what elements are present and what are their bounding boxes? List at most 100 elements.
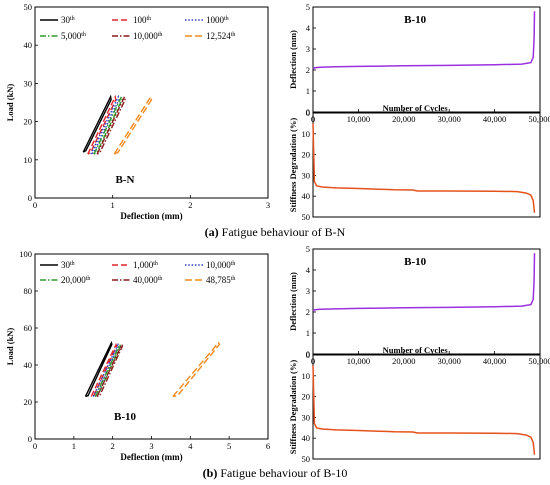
b-stiff-frame: [312, 354, 541, 460]
a-load-ylabel: Load (kN): [5, 84, 15, 122]
b-load-ytick-label: 80: [24, 286, 33, 296]
a-load-xlabel: Deflection (mm): [120, 211, 182, 221]
a-load-ytick-label: 50: [24, 2, 33, 12]
b-load-ytick-label: 40: [24, 360, 33, 370]
a-load-legend-label: 100th: [133, 15, 151, 25]
b-load-legend-label: 20,000th: [61, 275, 90, 285]
a-load-title: B-N: [116, 174, 135, 186]
b-load-xtick-label: 1: [72, 441, 76, 451]
a-defl-xtick-label: 10,000: [347, 114, 370, 124]
a-stiff-ytick-label: 10: [302, 129, 311, 139]
caption-b: (b) Fatigue behaviour of B-10: [0, 466, 550, 481]
b-load-loop-3: [94, 342, 122, 398]
b-load-loop-1: [90, 342, 118, 398]
a-load-legend-label: 1000th: [206, 15, 229, 25]
b-load-loop-4: [96, 342, 124, 398]
b-load-ylabel: Load (kN): [5, 328, 15, 366]
b-load-legend-label: 48,785th: [206, 275, 235, 285]
b-load-legend-label: 10,000th: [206, 260, 235, 270]
b-defl-xtick-label: 10,000: [347, 356, 370, 366]
a-load-legend-label: 5,000th: [61, 31, 86, 41]
a-stiff-ytick-label: 50: [302, 212, 311, 222]
a-load-loop-3: [93, 94, 123, 155]
b-defl-ytick-label: 5: [306, 244, 310, 254]
a-defl-ytick-label: 0: [306, 107, 310, 117]
a-load-ytick-label: 10: [24, 155, 33, 165]
a-load-frame: [34, 6, 269, 199]
b-load-xtick-label: 3: [149, 441, 153, 451]
b-defl-series: [312, 253, 536, 312]
b-defl-ytick-label: 1: [306, 328, 310, 338]
b-defl-xtick-label: 20,000: [392, 356, 415, 366]
a-stiff-series: [312, 123, 536, 213]
a-load-xtick-label: 1: [111, 200, 115, 210]
b-stiff-ytick-label: 10: [302, 371, 311, 381]
a-stiff-ytick-label: 30: [302, 170, 311, 180]
a-stiff-ytick-label: 40: [302, 191, 311, 201]
a-load-xtick-label: 0: [33, 200, 37, 210]
a-defl-series: [312, 11, 536, 70]
a-load-legend-label: 30th: [61, 15, 75, 25]
b-load-xlabel: Deflection (mm): [120, 452, 182, 462]
b-load-legend-label: 30th: [61, 260, 75, 270]
b-load-loop-0: [84, 340, 113, 398]
a-load-ytick-label: 30: [24, 78, 33, 88]
a-defl-xtick-label: 30,000: [438, 114, 461, 124]
caption-a-text: Fatigue behaviour of B-N: [218, 225, 346, 239]
a-load-xtick-label: 2: [188, 200, 192, 210]
b-stiff-ylabel: Stiffness Degradation (%): [288, 360, 298, 455]
b-defl-ytick-label: 4: [306, 265, 311, 275]
b-load-ytick-label: 60: [24, 323, 33, 333]
caption-a-letter: (a): [204, 225, 219, 239]
b-stiff-ytick-label: 20: [302, 392, 311, 402]
a-stiff-xlabel: Number of Cycles: [383, 103, 449, 113]
a-defl-xtick-label: 40,000: [483, 114, 506, 124]
a-load-loop-1: [87, 94, 117, 155]
a-defl-ytick-label: 3: [306, 44, 310, 54]
a-stiff-frame: [312, 112, 541, 218]
b-load-loop-5: [172, 341, 221, 398]
a-load-legend-label: 10,000th: [133, 31, 162, 41]
a-defl-xtick-label: 20,000: [392, 114, 415, 124]
a-defl-title: B-10: [404, 14, 427, 26]
a-load-ytick-label: 0: [28, 193, 32, 203]
b-stiff-ytick-label: 50: [302, 454, 311, 464]
b-load-xtick-label: 2: [111, 441, 115, 451]
a-load-xtick-label: 3: [266, 200, 270, 210]
b-defl-ytick-label: 3: [306, 286, 310, 296]
a-stiff-ytick-label: 20: [302, 150, 311, 160]
b-load-ytick-label: 100: [19, 249, 32, 259]
b-stiff-series: [312, 365, 536, 455]
a-defl-ytick-label: 1: [306, 86, 310, 96]
a-defl-xtick-label: 50,000: [528, 114, 550, 124]
a-stiff-ytick-label: 0: [306, 108, 310, 118]
b-load-xtick-label: 5: [227, 441, 231, 451]
b-stiff-ytick-label: 0: [306, 350, 310, 360]
a-load-ytick-label: 40: [24, 40, 33, 50]
a-defl-frame: [312, 6, 541, 113]
a-defl-ylabel: Deflection (mm): [288, 30, 298, 89]
b-defl-xtick-label: 40,000: [483, 356, 506, 366]
caption-b-letter: (b): [202, 466, 218, 480]
b-load-title: B-10: [114, 411, 137, 423]
b-stiff-xlabel: Number of Cycles: [383, 345, 449, 355]
a-defl-ytick-label: 5: [306, 2, 310, 12]
a-defl-ytick-label: 4: [306, 23, 311, 33]
b-defl-ytick-label: 2: [306, 307, 310, 317]
b-defl-ylabel: Deflection (mm): [288, 272, 298, 331]
b-load-ytick-label: 0: [28, 434, 32, 444]
b-load-ytick-label: 20: [24, 397, 33, 407]
a-stiff-ylabel: Stiffness Degradation (%): [288, 118, 298, 213]
b-load-xtick-label: 4: [188, 441, 193, 451]
b-defl-xtick-label: 50,000: [528, 356, 550, 366]
b-defl-title: B-10: [404, 256, 427, 268]
b-load-xtick-label: 0: [33, 441, 37, 451]
b-load-xtick-label: 6: [266, 441, 270, 451]
b-load-legend-label: 1,000th: [133, 260, 158, 270]
a-load-legend-label: 12,524th: [206, 31, 235, 41]
a-load-loop-5: [113, 95, 153, 155]
a-load-ytick-label: 20: [24, 117, 33, 127]
b-stiff-ytick-label: 40: [302, 433, 311, 443]
b-load-legend-label: 40,000th: [133, 275, 162, 285]
